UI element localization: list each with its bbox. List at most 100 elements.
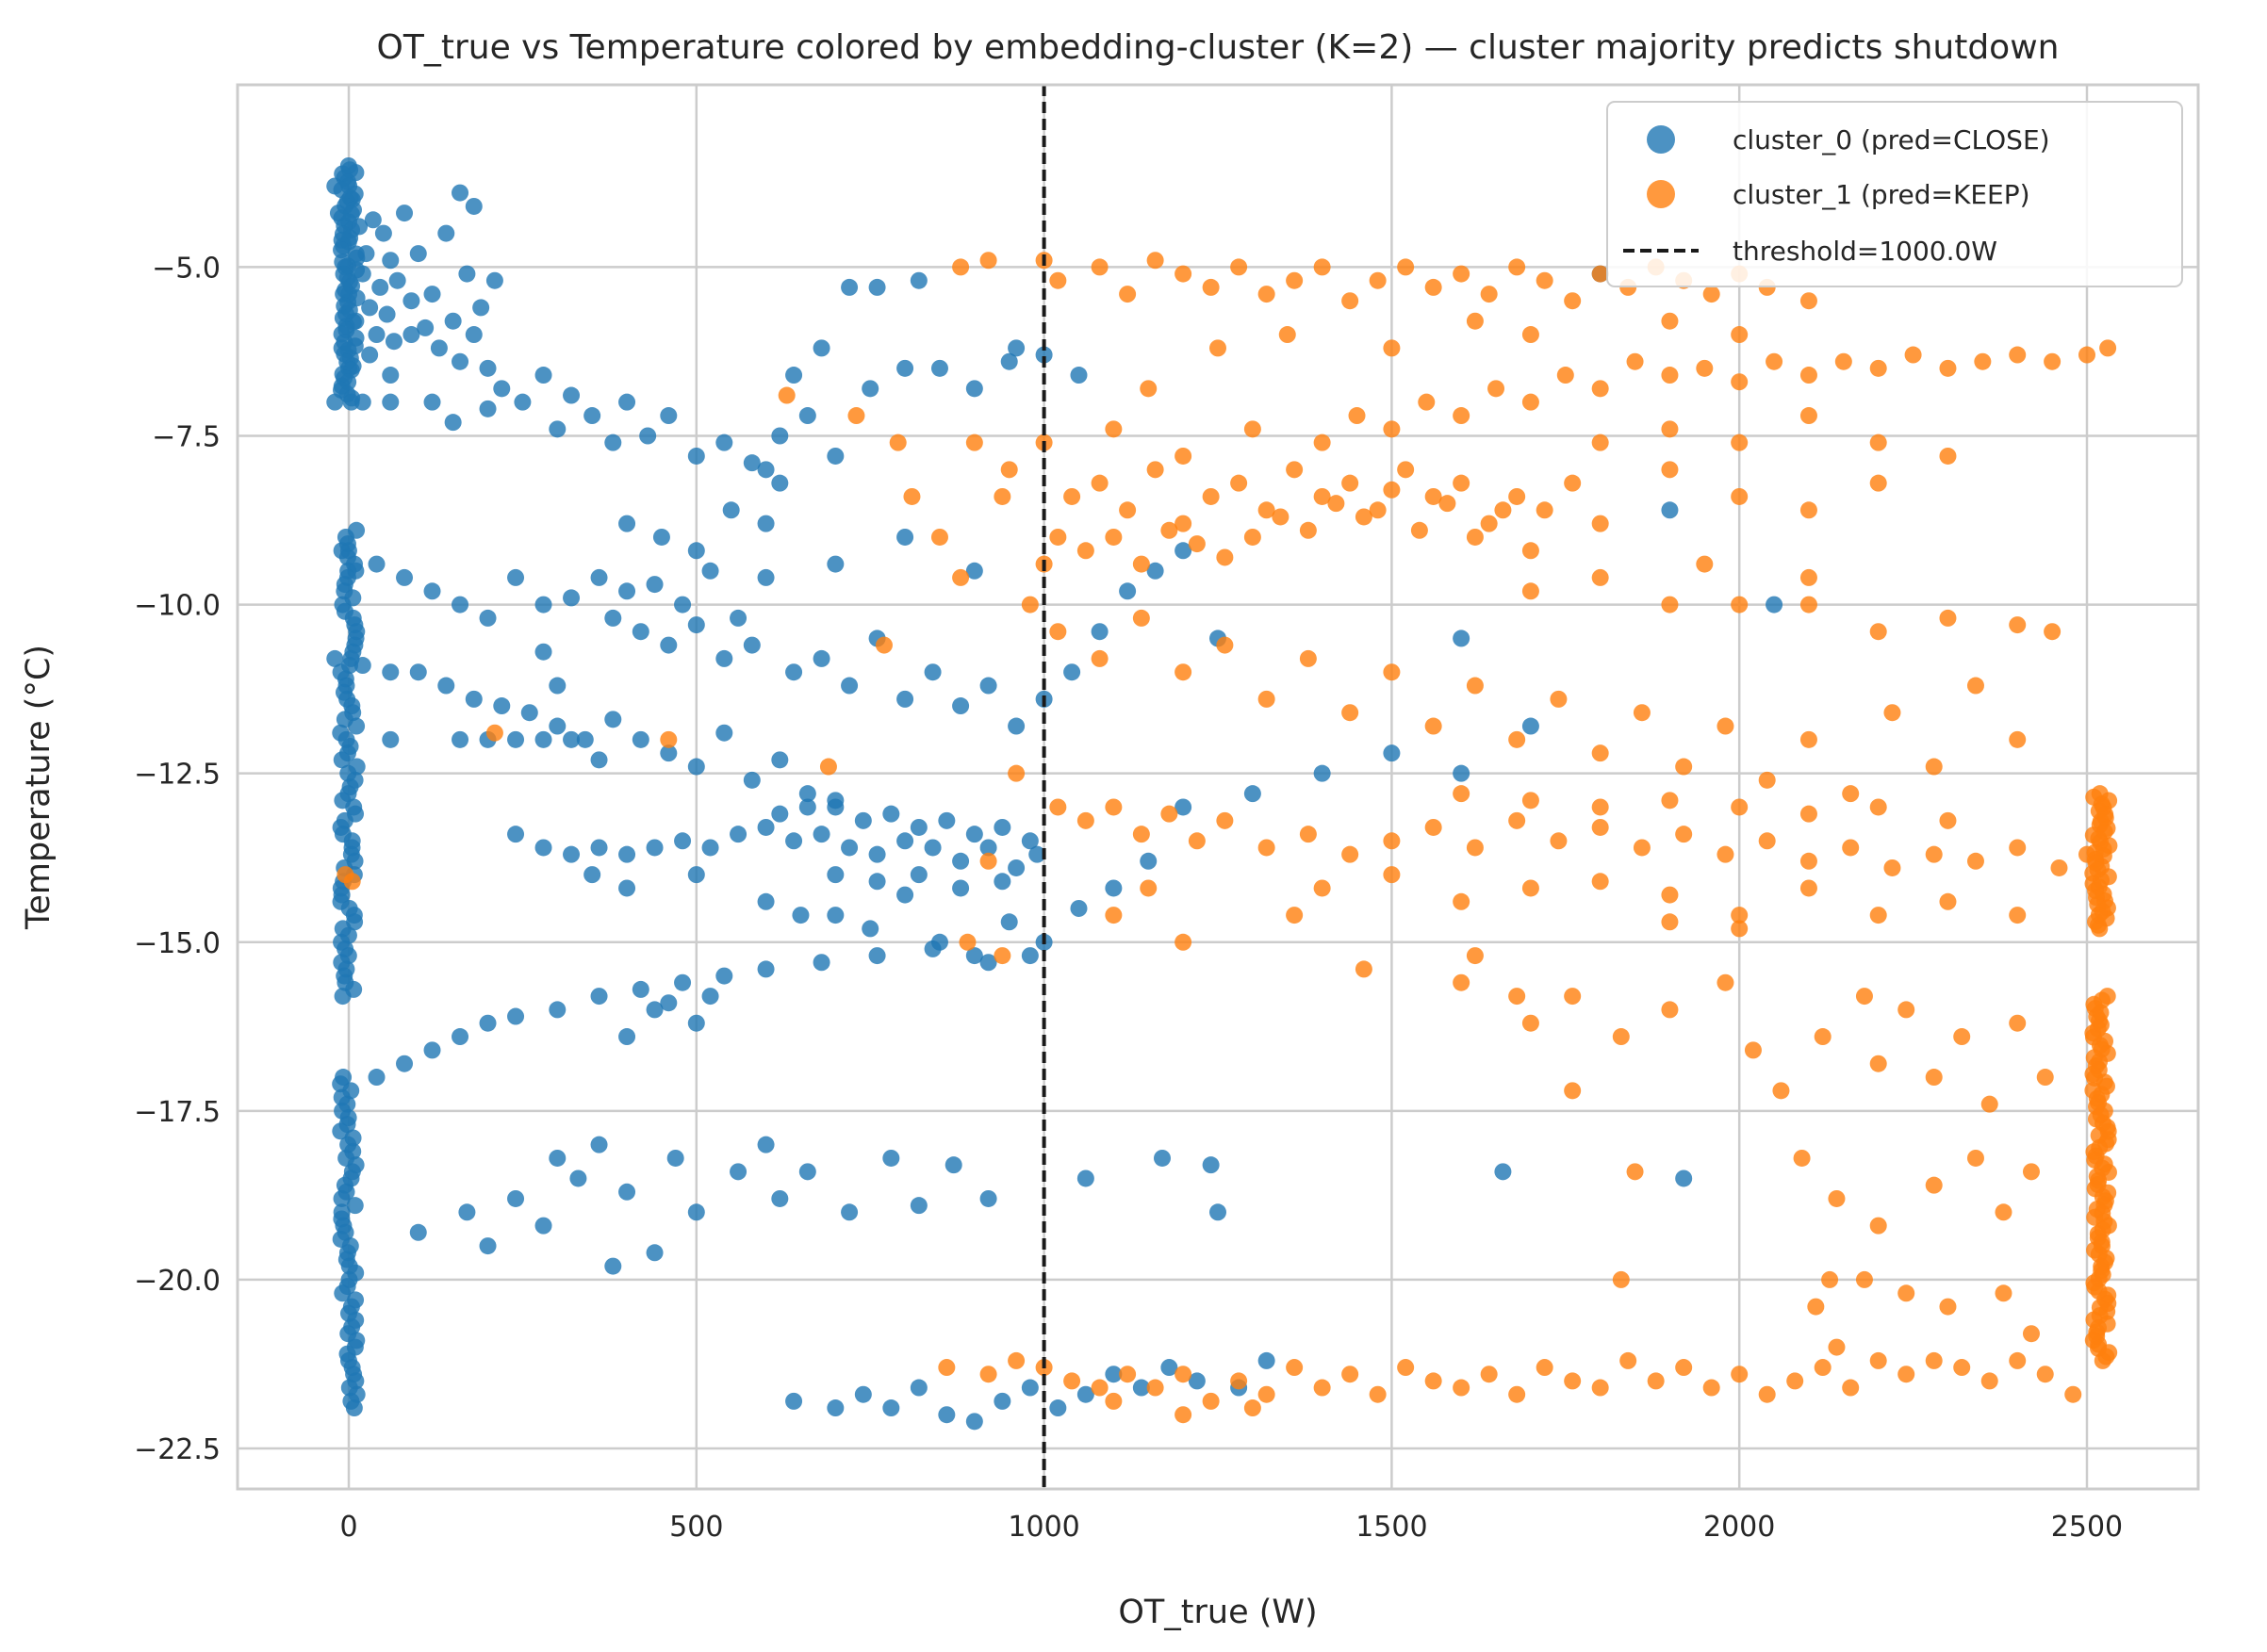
data-point <box>979 839 997 857</box>
data-point <box>1175 933 1192 951</box>
data-point <box>1772 1082 1790 1100</box>
data-point <box>507 730 525 748</box>
data-point <box>889 433 907 451</box>
data-point <box>618 879 636 897</box>
data-point <box>1828 1189 1846 1207</box>
data-point <box>534 596 552 613</box>
data-point <box>1257 1351 1275 1369</box>
data-point <box>1661 420 1679 438</box>
data-point <box>730 1163 747 1181</box>
data-point <box>1008 717 1026 735</box>
data-point <box>1000 461 1018 479</box>
data-point <box>841 677 859 695</box>
y-tick-label: −15.0 <box>134 927 221 960</box>
data-point <box>1146 252 1164 270</box>
data-point <box>952 697 970 715</box>
data-point <box>1925 845 1943 863</box>
data-point <box>1508 988 1526 1006</box>
data-point <box>1466 528 1484 546</box>
data-point <box>549 1149 567 1167</box>
data-point <box>1091 258 1109 276</box>
data-point <box>1313 764 1331 782</box>
data-point <box>618 582 636 600</box>
data-point <box>979 954 997 972</box>
data-point <box>701 988 719 1006</box>
data-point <box>590 839 608 857</box>
data-point <box>1758 832 1776 850</box>
data-point <box>1119 501 1137 519</box>
data-point <box>1869 433 1887 451</box>
data-point <box>757 818 775 836</box>
data-point <box>660 407 678 425</box>
data-point <box>1383 420 1401 438</box>
axis-ticks: 0 500 1000 1500 2000 2500 −22.5 −20.0 −17.5 −15.0… <box>134 252 2123 1544</box>
data-point <box>896 528 914 546</box>
data-point <box>1257 690 1275 708</box>
data-point <box>1070 367 1088 384</box>
data-point <box>507 1007 525 1025</box>
data-point <box>583 407 601 425</box>
data-point <box>549 677 567 695</box>
data-point <box>1591 568 1609 586</box>
data-point <box>409 245 427 263</box>
x-tick-label: 0 <box>339 1511 357 1544</box>
data-point <box>1063 1372 1081 1390</box>
y-tick-label: −17.5 <box>134 1096 221 1129</box>
x-tick-label: 500 <box>669 1511 723 1544</box>
data-point <box>1327 495 1345 513</box>
data-point <box>563 386 581 404</box>
data-point <box>1521 542 1539 560</box>
data-point <box>965 947 983 965</box>
data-point <box>1661 501 1679 519</box>
legend: cluster_0 (pred=CLOSE) cluster_1 (pred=K… <box>1606 101 2183 287</box>
data-point <box>1799 367 1817 384</box>
data-point <box>1453 764 1470 782</box>
data-point <box>1466 839 1484 857</box>
data-point <box>382 730 400 748</box>
data-point <box>2036 1366 2054 1383</box>
y-tick-label: −20.0 <box>134 1265 221 1298</box>
data-point <box>1966 852 1984 870</box>
data-point <box>1424 487 1442 505</box>
data-point <box>2064 1385 2082 1403</box>
data-point <box>2022 1163 2040 1181</box>
data-point <box>1348 407 1366 425</box>
data-point <box>813 954 830 972</box>
data-point <box>1209 339 1226 357</box>
data-point <box>757 461 775 479</box>
data-point <box>1299 521 1317 539</box>
data-point <box>1799 596 1817 613</box>
data-point <box>1799 879 1817 897</box>
data-point <box>1424 717 1442 735</box>
data-point <box>1766 352 1783 370</box>
data-point <box>771 474 789 492</box>
data-point <box>757 568 775 586</box>
data-point <box>1355 960 1372 978</box>
data-point <box>1869 623 1887 641</box>
data-point <box>785 1392 803 1410</box>
data-point <box>1883 859 1901 876</box>
data-point <box>1341 1366 1359 1383</box>
data-point <box>701 839 719 857</box>
data-point <box>1076 1169 1094 1187</box>
data-point <box>472 299 490 317</box>
data-point <box>1049 271 1067 289</box>
data-point <box>1508 1385 1526 1403</box>
data-point <box>646 576 664 594</box>
data-point <box>1216 548 1234 566</box>
data-point <box>798 407 816 425</box>
data-point <box>1063 663 1081 681</box>
data-point <box>604 433 622 451</box>
data-point <box>604 609 622 627</box>
data-point <box>1869 474 1887 492</box>
data-point <box>1424 1372 1442 1390</box>
data-point <box>465 326 483 344</box>
data-point <box>1313 487 1331 505</box>
data-point <box>813 826 830 843</box>
data-point <box>979 677 997 695</box>
data-point <box>1453 474 1470 492</box>
data-point <box>1369 271 1387 289</box>
data-point <box>1974 352 1992 370</box>
data-point <box>1758 771 1776 789</box>
data-point <box>1049 623 1067 641</box>
